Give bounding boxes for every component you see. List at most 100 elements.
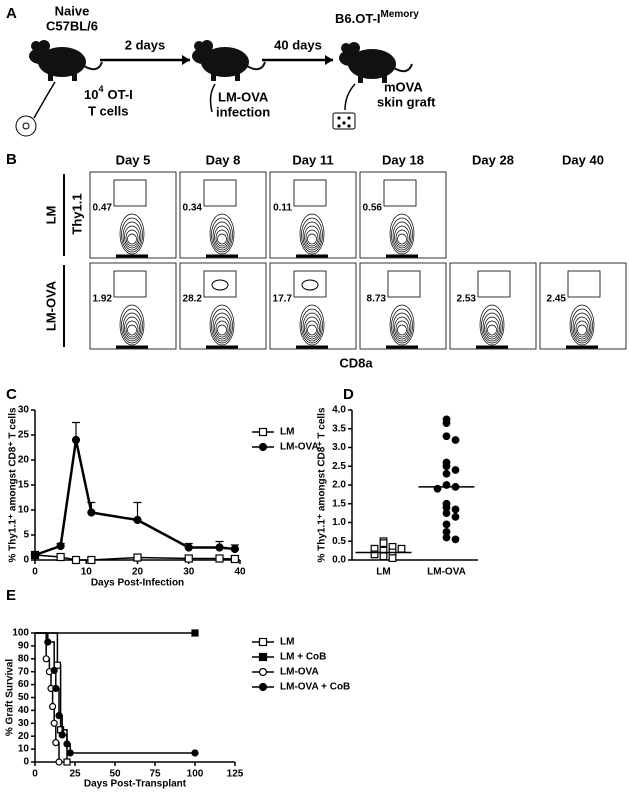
contour (394, 316, 410, 340)
marker (52, 684, 60, 693)
marker (30, 550, 40, 560)
y-tick-label: 10 (18, 505, 30, 516)
contour (487, 324, 497, 336)
gate-value: 17.7 (273, 294, 293, 305)
contour (305, 320, 319, 338)
contour (125, 229, 139, 247)
flow-plot (269, 171, 357, 259)
contour (214, 225, 230, 249)
y-tick-label: 90 (18, 641, 30, 652)
gate (203, 270, 237, 298)
contour (212, 312, 232, 342)
y-tick-label: 1.5 (332, 498, 346, 509)
legend-label: LM-OVA (280, 442, 319, 453)
marker (71, 555, 81, 565)
mouse-ear (194, 41, 204, 51)
transfer-base: 10 (84, 87, 98, 102)
y-tick-label: 5 (23, 530, 29, 541)
gate (293, 270, 327, 298)
panel-label: E (6, 587, 16, 604)
contour (571, 308, 593, 344)
arrow-label: 2 days (125, 37, 165, 52)
contour (211, 279, 229, 291)
marker (133, 515, 142, 525)
contour (217, 233, 227, 245)
contour (572, 312, 592, 342)
graft-dot (347, 116, 351, 120)
gate (293, 179, 327, 207)
y-tick-label: 25 (18, 430, 30, 441)
contour (397, 233, 407, 245)
gate-value: 0.34 (183, 203, 203, 214)
x-tick-label: 40 (234, 567, 246, 578)
x-tick-label: LM-OVA (427, 567, 466, 578)
contour (482, 312, 502, 342)
x-tick-label: 0 (32, 567, 38, 578)
legend-marker (258, 667, 268, 677)
curved-arrow (209, 83, 216, 113)
contour (127, 233, 137, 245)
contour (299, 304, 325, 346)
marker (44, 638, 52, 646)
x-tick-label: 100 (187, 769, 204, 780)
marker (442, 432, 451, 441)
marker (55, 758, 63, 766)
cell-nucleus (22, 122, 30, 130)
graft-dot (347, 124, 351, 128)
contour (391, 308, 413, 344)
x-tick-label: 10 (81, 567, 93, 578)
contour (389, 213, 415, 255)
mouse-leg (72, 72, 77, 81)
contour (119, 213, 145, 255)
gate (383, 179, 417, 207)
mouse-ear (348, 42, 360, 54)
title-base: B6.OT-I (335, 11, 381, 26)
y-tick-label: 10 (18, 744, 30, 755)
marker (42, 655, 50, 663)
y-tick-label: 30 (18, 718, 30, 729)
contour (121, 217, 143, 253)
y-tick-label: 60 (18, 679, 30, 690)
y-tick-label: 1.0 (332, 517, 346, 528)
x-tick-label: 20 (132, 567, 144, 578)
y-tick-label: 0.0 (332, 555, 346, 566)
contour (122, 312, 142, 342)
gate-value: 28.2 (183, 294, 203, 305)
marker (184, 554, 193, 563)
contour (391, 217, 413, 253)
legend-label: LM (280, 637, 294, 648)
legend-label: LM-OVA + CoB (280, 682, 350, 693)
contour (395, 320, 409, 338)
graft-dot (337, 124, 341, 128)
marker (58, 731, 66, 739)
marker (133, 553, 142, 562)
marker (66, 749, 74, 757)
mouse-leg (235, 72, 240, 81)
marker (87, 555, 96, 565)
infection-label: LM-OVA (218, 89, 269, 104)
curved-arrow (33, 81, 56, 119)
contour (217, 324, 227, 336)
contour (484, 316, 500, 340)
survival-curve (35, 632, 68, 762)
x-tick-label: 125 (227, 769, 244, 780)
y-tick-label: 3.0 (332, 442, 346, 453)
legend-label: LM (280, 427, 294, 438)
flow-plot (179, 171, 267, 259)
graft-label: mOVA (384, 79, 423, 94)
x-tick-label: 75 (149, 769, 161, 780)
legend-marker (258, 442, 268, 452)
gate (203, 179, 237, 207)
column-header: Day 28 (472, 152, 514, 167)
y-tick-label: 15 (18, 480, 30, 491)
x-tick-label: 25 (69, 769, 81, 780)
contour (211, 217, 233, 253)
contour (577, 324, 587, 336)
curved-arrow (344, 83, 356, 111)
marker (442, 462, 451, 471)
contour (392, 221, 412, 251)
gate-value: 2.45 (547, 294, 567, 305)
y-tick-label: 0.5 (332, 536, 346, 547)
transfer-exp: 4 (98, 84, 103, 94)
